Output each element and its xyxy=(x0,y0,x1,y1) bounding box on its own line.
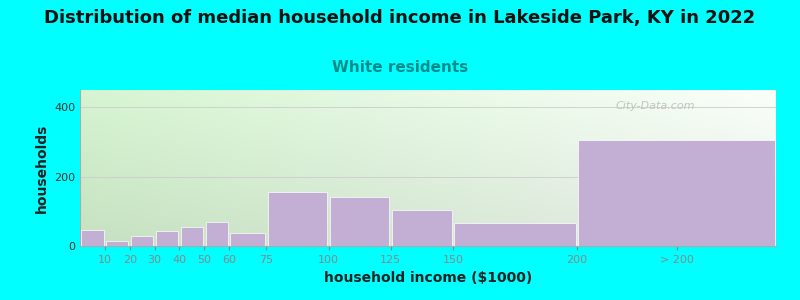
Bar xyxy=(156,231,178,246)
Text: Distribution of median household income in Lakeside Park, KY in 2022: Distribution of median household income … xyxy=(44,9,756,27)
Bar xyxy=(392,210,452,246)
Bar xyxy=(230,233,265,246)
Y-axis label: households: households xyxy=(34,123,49,213)
Bar xyxy=(106,241,129,246)
Bar xyxy=(206,222,228,246)
Bar xyxy=(454,224,576,246)
Bar xyxy=(131,236,154,246)
Bar xyxy=(578,140,774,246)
X-axis label: household income ($1000): household income ($1000) xyxy=(324,271,532,285)
Bar xyxy=(330,197,390,246)
Bar xyxy=(82,230,104,246)
Bar xyxy=(268,192,327,246)
Text: White residents: White residents xyxy=(332,60,468,75)
Text: City-Data.com: City-Data.com xyxy=(616,101,695,111)
Bar xyxy=(181,227,203,246)
